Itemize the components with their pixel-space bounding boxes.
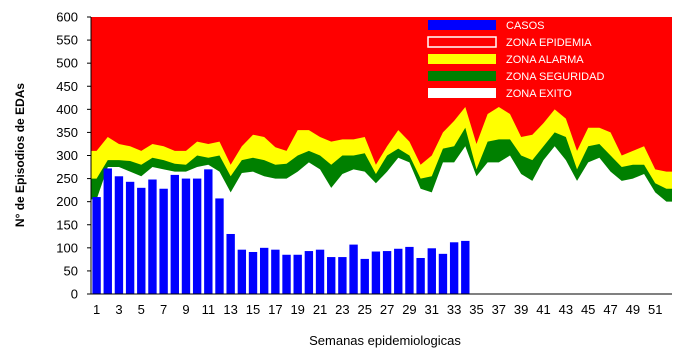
bar-week-7	[159, 188, 168, 294]
bar-week-11	[204, 169, 213, 294]
zones-layer	[91, 17, 672, 295]
legend-label: ZONA EXITO	[506, 88, 572, 100]
x-tick-label: 51	[648, 302, 662, 317]
y-tick-label: 150	[56, 217, 78, 232]
x-tick-label: 29	[402, 302, 416, 317]
bar-week-1	[92, 197, 101, 294]
legend-item-zona-seguridad: ZONA SEGURIDAD	[428, 71, 604, 83]
bar-week-9	[181, 178, 191, 294]
bars-layer	[92, 168, 470, 294]
x-axis-label: Semanas epidemiologicas	[309, 333, 461, 348]
bar-week-12	[215, 198, 224, 294]
bar-week-28	[394, 248, 403, 294]
bar-week-8	[170, 174, 179, 294]
legend-swatch	[428, 20, 496, 30]
bar-week-3	[114, 176, 124, 294]
y-tick-label: 350	[56, 125, 78, 140]
x-tick-label: 33	[447, 302, 461, 317]
bar-week-6	[148, 179, 157, 294]
x-tick-label: 23	[335, 302, 349, 317]
bar-week-24	[349, 244, 358, 294]
bar-week-30	[416, 257, 425, 294]
legend-label: ZONA ALARMA	[506, 54, 584, 66]
bar-week-27	[382, 251, 392, 294]
bar-week-10	[192, 178, 202, 294]
y-tick-label: 450	[56, 79, 78, 94]
bar-week-4	[125, 181, 135, 294]
x-tick-label: 13	[223, 302, 237, 317]
x-tick-label: 49	[626, 302, 640, 317]
legend-swatch	[428, 71, 496, 81]
bar-week-20	[304, 251, 314, 294]
bar-week-17	[271, 249, 280, 294]
x-tick-label: 47	[603, 302, 617, 317]
y-tick-label: 600	[56, 10, 78, 25]
bar-week-32	[438, 253, 448, 294]
bar-week-25	[360, 258, 369, 294]
x-tick-label: 41	[536, 302, 550, 317]
legend-label: CASOS	[506, 20, 545, 32]
legend: CASOS ZONA EPIDEMIA ZONA ALARMA ZONA SEGURI…	[427, 20, 604, 100]
y-tick-label: 300	[56, 148, 78, 163]
bar-week-22	[327, 257, 336, 294]
bar-week-19	[293, 254, 302, 294]
y-axis-label: N° de Episodios de EDAs	[13, 83, 27, 227]
bar-week-33	[449, 242, 459, 294]
x-tick-label: 19	[290, 302, 304, 317]
legend-item-zona-alarma: ZONA ALARMA	[428, 54, 584, 66]
legend-label: ZONA SEGURIDAD	[506, 71, 604, 83]
bar-week-16	[259, 247, 269, 294]
x-tick-label: 35	[469, 302, 483, 317]
bar-week-2	[103, 168, 112, 294]
bar-week-15	[248, 251, 258, 294]
x-tick-label: 31	[425, 302, 439, 317]
y-tick-label: 500	[56, 56, 78, 71]
bar-week-21	[315, 249, 325, 294]
x-tick-label: 21	[313, 302, 327, 317]
x-tick-label: 45	[581, 302, 595, 317]
bar-week-34	[461, 240, 470, 294]
y-tick-label: 50	[64, 263, 78, 278]
area-zona-exito	[91, 146, 672, 294]
legend-item-casos: CASOS	[428, 20, 545, 32]
bar-week-14	[237, 249, 247, 294]
x-tick-label: 7	[160, 302, 167, 317]
y-tick-label: 200	[56, 194, 78, 209]
legend-swatch	[428, 88, 496, 98]
x-tick-label: 39	[514, 302, 528, 317]
bar-week-31	[427, 248, 436, 294]
bar-week-26	[371, 251, 381, 294]
bar-week-18	[282, 254, 291, 294]
x-tick-label: 5	[138, 302, 145, 317]
x-tick-label: 3	[115, 302, 122, 317]
legend-swatch	[427, 36, 497, 48]
bar-week-13	[226, 233, 235, 294]
bar-week-5	[137, 187, 146, 294]
x-tick-label: 37	[492, 302, 506, 317]
x-tick-label: 43	[559, 302, 573, 317]
x-tick-label: 27	[380, 302, 394, 317]
legend-item-zona-epidemia: ZONA EPIDEMIA	[427, 36, 592, 49]
legend-item-zona-exito: ZONA EXITO	[428, 88, 572, 100]
y-tick-label: 250	[56, 171, 78, 186]
x-tick-label: 9	[182, 302, 189, 317]
x-tick-label: 17	[268, 302, 282, 317]
bar-week-29	[405, 246, 414, 294]
x-tick-label: 25	[358, 302, 372, 317]
y-tick-label: 400	[56, 102, 78, 117]
legend-label: ZONA EPIDEMIA	[506, 37, 592, 49]
y-tick-label: 100	[56, 240, 78, 255]
x-tick-label: 15	[246, 302, 260, 317]
legend-swatch	[428, 54, 496, 64]
y-tick-label: 550	[56, 33, 78, 48]
x-tick-label: 1	[93, 302, 100, 317]
bar-week-23	[338, 257, 347, 294]
x-tick-label: 11	[202, 302, 216, 317]
y-tick-label: 0	[71, 287, 78, 302]
